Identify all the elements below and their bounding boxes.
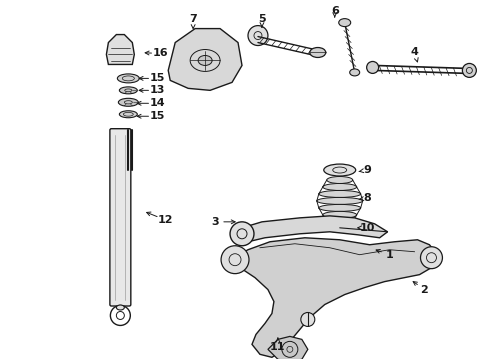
- Ellipse shape: [310, 48, 326, 58]
- Text: 6: 6: [331, 6, 339, 15]
- Text: 11: 11: [270, 342, 286, 352]
- Text: 5: 5: [258, 14, 266, 24]
- Text: 12: 12: [157, 215, 173, 225]
- Ellipse shape: [319, 204, 361, 211]
- Circle shape: [420, 247, 442, 269]
- Ellipse shape: [327, 223, 353, 232]
- Text: 4: 4: [411, 48, 418, 58]
- Polygon shape: [242, 216, 388, 242]
- Polygon shape: [268, 336, 308, 360]
- Text: 13: 13: [149, 85, 165, 95]
- Text: 2: 2: [420, 284, 428, 294]
- FancyBboxPatch shape: [110, 129, 131, 306]
- Ellipse shape: [120, 111, 137, 118]
- Circle shape: [248, 26, 268, 45]
- Text: 8: 8: [364, 193, 371, 203]
- Ellipse shape: [327, 219, 353, 225]
- Ellipse shape: [319, 190, 361, 197]
- Ellipse shape: [323, 184, 357, 190]
- Ellipse shape: [323, 211, 357, 219]
- Circle shape: [230, 222, 254, 246]
- Ellipse shape: [120, 87, 137, 94]
- Text: 16: 16: [152, 49, 168, 58]
- Ellipse shape: [339, 19, 351, 27]
- Ellipse shape: [119, 98, 138, 106]
- Ellipse shape: [324, 164, 356, 176]
- Text: 1: 1: [386, 250, 393, 260]
- Circle shape: [221, 246, 249, 274]
- Circle shape: [301, 312, 315, 327]
- Ellipse shape: [367, 62, 379, 73]
- Text: 10: 10: [360, 223, 375, 233]
- Text: 15: 15: [149, 111, 165, 121]
- Ellipse shape: [118, 74, 139, 83]
- Ellipse shape: [116, 305, 124, 310]
- Polygon shape: [106, 35, 134, 64]
- Ellipse shape: [463, 63, 476, 77]
- Polygon shape: [168, 28, 242, 90]
- Ellipse shape: [198, 55, 212, 66]
- Text: 9: 9: [364, 165, 371, 175]
- Ellipse shape: [317, 197, 363, 204]
- Text: 15: 15: [149, 73, 165, 84]
- Ellipse shape: [350, 69, 360, 76]
- Text: 7: 7: [189, 14, 197, 24]
- Ellipse shape: [327, 176, 353, 184]
- Text: 3: 3: [211, 217, 219, 227]
- Text: 14: 14: [149, 98, 165, 108]
- Polygon shape: [230, 238, 438, 357]
